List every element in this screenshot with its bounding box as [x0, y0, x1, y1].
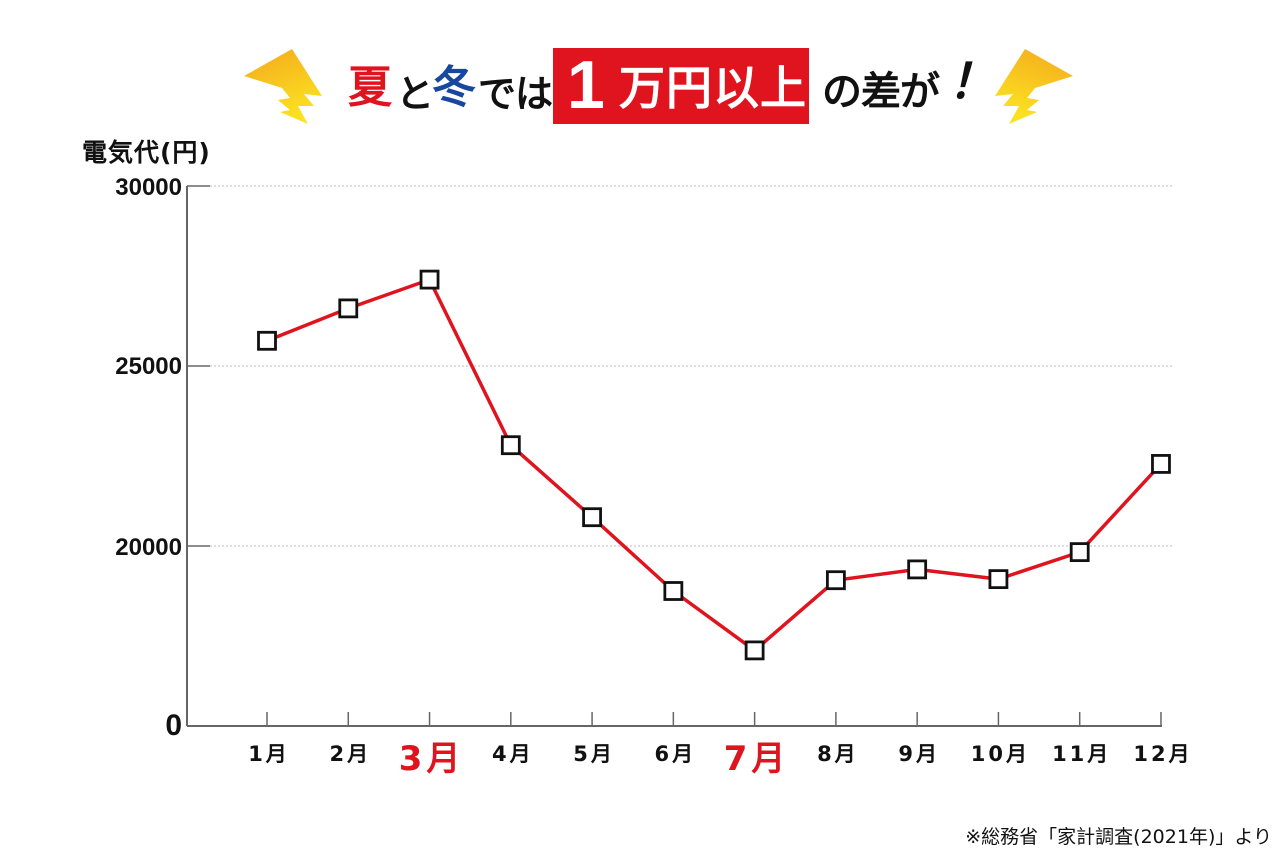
- x-label-9: 9月: [898, 742, 940, 766]
- source-note: ※総務省「家計調査(2021年)」より: [965, 826, 1272, 848]
- x-label-12: 12月: [1133, 742, 1193, 766]
- data-point-marker: [338, 298, 359, 319]
- data-point-marker: [1151, 454, 1171, 474]
- data-point-marker: [257, 330, 277, 351]
- series-line: [266, 277, 1163, 653]
- data-point-marker: [907, 559, 928, 580]
- highlight-box: 1 万円以上: [553, 47, 809, 124]
- title-winter: 冬: [432, 62, 476, 113]
- x-label-5: 5月: [573, 742, 615, 766]
- x-label-3: 3月: [398, 739, 465, 779]
- data-point-marker: [419, 269, 440, 290]
- x-label-10: 10月: [970, 742, 1031, 766]
- x-label-4: 4月: [491, 742, 534, 766]
- data-point-marker: [988, 569, 1009, 590]
- y-tick-30000: 30000: [115, 174, 182, 201]
- data-point-marker: [663, 581, 684, 601]
- axes: [186, 185, 1162, 727]
- y-tick-25000: 25000: [115, 353, 182, 380]
- title-summer: 夏: [348, 62, 392, 113]
- grid-lines: [210, 185, 1172, 547]
- data-point-marker: [744, 640, 765, 661]
- lightning-bolt-icon: [995, 49, 1073, 124]
- title-to: と: [396, 72, 434, 116]
- highlight-text: 万円以上: [619, 61, 807, 115]
- data-series: [257, 269, 1171, 661]
- x-label-7: 7月: [723, 739, 790, 779]
- data-point-marker: [500, 435, 521, 456]
- data-point-marker: [1069, 542, 1090, 563]
- y-axis-title: 電気代(円): [82, 138, 211, 167]
- data-point-marker: [825, 570, 846, 591]
- x-label-6: 6月: [654, 742, 697, 766]
- x-label-2: 2月: [329, 742, 372, 766]
- data-point-marker: [582, 507, 602, 528]
- x-label-1: 1月: [248, 742, 290, 766]
- x-label-11: 11月: [1052, 742, 1112, 766]
- title-row: 夏 と 冬 では 1 万円以上 の差が ！: [0, 47, 1280, 126]
- lightning-bolt-icon: [244, 49, 322, 124]
- y-tick-20000: 20000: [115, 534, 182, 561]
- x-label-8: 8月: [817, 742, 859, 766]
- title-deha: では: [478, 72, 553, 116]
- title-exclaim: ！: [948, 54, 996, 110]
- title-nosa: の差が: [822, 69, 940, 115]
- highlight-number: 1: [567, 47, 605, 123]
- y-tick-0: 0: [165, 709, 182, 742]
- title-banner: 夏 と 冬 では 1 万円以上 の差が ！: [0, 0, 1280, 140]
